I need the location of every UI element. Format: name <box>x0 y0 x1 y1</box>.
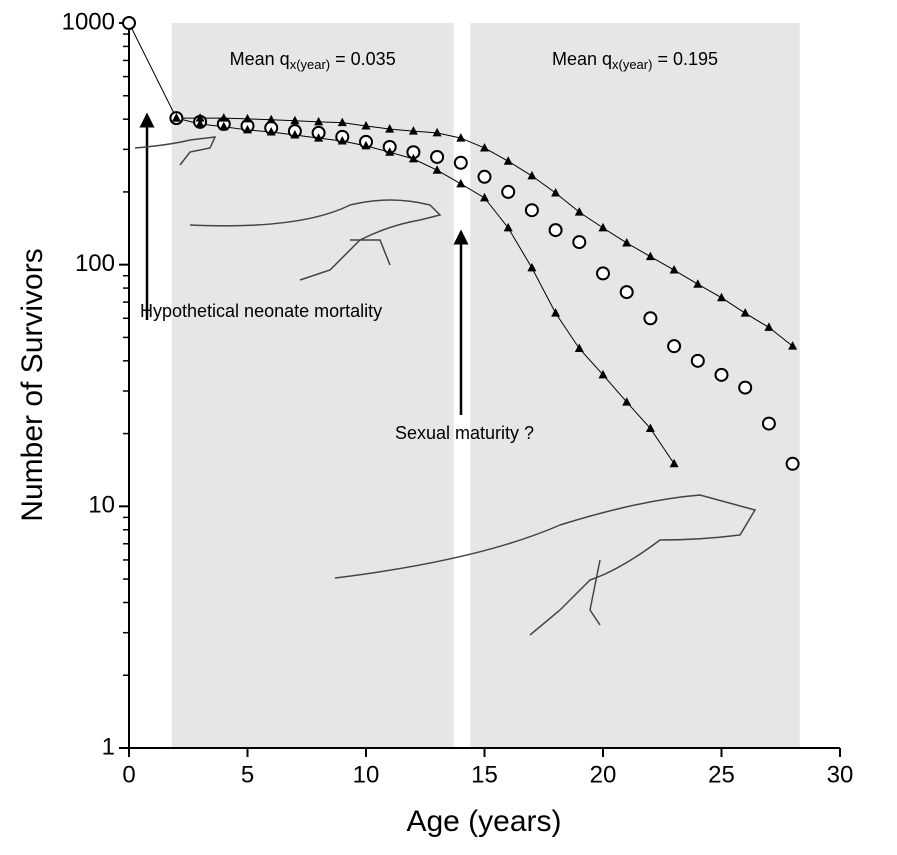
ci-point <box>622 397 632 406</box>
ci-point <box>266 114 276 124</box>
y-axis-label: Number of Survivors <box>16 248 49 521</box>
ci-point <box>598 222 608 232</box>
span-label: Mean qx(year) = 0.035 <box>230 49 396 73</box>
span-label: Mean qx(year) = 0.195 <box>552 49 718 73</box>
shaded-span <box>171 23 454 748</box>
survivor-point <box>761 416 776 431</box>
ci-point <box>408 126 418 135</box>
survivor-point <box>619 285 634 300</box>
ci-point <box>527 262 537 272</box>
series-line <box>176 117 675 465</box>
survivor-point <box>524 203 539 218</box>
ci-point <box>527 170 537 180</box>
ci-point <box>266 126 276 136</box>
series-line <box>128 22 177 119</box>
ci-point <box>645 251 655 261</box>
ci-point <box>598 369 608 379</box>
survivor-point <box>690 353 705 368</box>
ci-point <box>408 153 418 163</box>
ci-point <box>243 124 252 134</box>
survivor-point <box>572 235 587 250</box>
ci-point <box>219 113 229 122</box>
x-tick-label: 15 <box>471 761 498 788</box>
x-tick-label: 10 <box>353 761 380 788</box>
ci-point <box>243 113 252 123</box>
span-label-text: Mean q <box>230 49 290 69</box>
ci-point <box>361 140 371 150</box>
neonate-annotation: Hypothetical neonate mortality <box>140 301 382 321</box>
survivor-point <box>548 223 563 238</box>
ci-point <box>219 121 229 131</box>
ci-point <box>337 117 347 127</box>
x-tick-label: 0 <box>122 761 135 788</box>
survivor-point <box>643 311 658 326</box>
ci-point <box>622 237 632 247</box>
survivor-point <box>714 367 729 382</box>
survivor-point <box>477 169 492 184</box>
span-label-text: Mean q <box>552 49 612 69</box>
ci-point <box>574 207 584 216</box>
ci-point <box>456 178 466 188</box>
span-label-text: = 0.035 <box>330 49 396 69</box>
ci-point <box>503 156 513 165</box>
ci-point <box>551 187 561 197</box>
y-tick-label: 1000 <box>62 8 115 35</box>
y-tick-label: 1 <box>102 733 115 760</box>
ci-point <box>669 458 679 468</box>
ci-point <box>764 322 774 331</box>
x-tick-label: 20 <box>590 761 617 788</box>
survivor-point <box>667 339 682 354</box>
ci-point <box>480 192 489 202</box>
x-axis-label: Age (years) <box>406 805 561 838</box>
ci-point <box>717 292 726 302</box>
ci-point <box>432 127 442 137</box>
survivor-point <box>785 456 800 471</box>
x-tick-label: 5 <box>241 761 254 788</box>
skeleton-illustrations <box>134 136 757 636</box>
survivor-point <box>596 266 610 281</box>
ci-point <box>195 113 205 122</box>
ci-point <box>314 133 324 142</box>
ci-point <box>385 147 395 156</box>
ci-point <box>432 165 442 174</box>
ci-point <box>337 135 347 145</box>
ci-point <box>385 124 395 133</box>
survivor-point <box>501 184 516 199</box>
ci-point <box>503 222 513 232</box>
survivor-point <box>738 380 753 395</box>
span-label-text: = 0.195 <box>652 49 718 69</box>
x-tick-label: 30 <box>827 761 854 788</box>
ci-point <box>171 113 181 122</box>
survivor-point <box>122 16 136 30</box>
survivor-point <box>430 149 445 164</box>
ci-point <box>456 133 466 142</box>
ci-point <box>290 129 300 139</box>
y-tick-label: 100 <box>75 250 115 277</box>
ci-point <box>740 308 750 317</box>
ci-point <box>645 423 655 432</box>
survivor-point <box>453 155 468 170</box>
ci-point <box>788 341 798 350</box>
ci-point <box>361 120 371 130</box>
span-label-subscript: x(year) <box>290 57 330 72</box>
ci-point <box>290 115 300 125</box>
ci-point <box>314 116 324 126</box>
span-label-subscript: x(year) <box>612 57 652 72</box>
x-tick-label: 25 <box>708 761 735 788</box>
maturity-annotation: Sexual maturity ? <box>395 423 534 443</box>
ci-point <box>551 308 561 317</box>
y-tick-label: 10 <box>88 492 115 519</box>
ci-point <box>669 265 679 274</box>
ci-point <box>195 119 205 128</box>
ci-point <box>480 142 489 152</box>
ci-point <box>574 343 584 352</box>
ci-point <box>693 279 703 288</box>
